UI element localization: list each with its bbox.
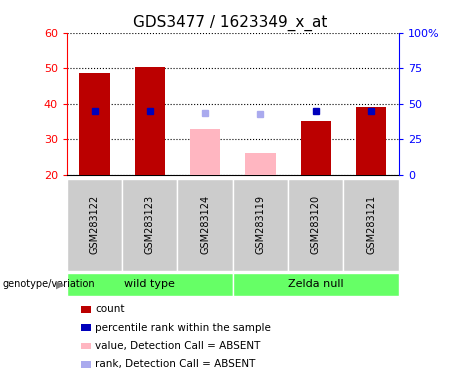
- Bar: [79, 73, 110, 175]
- Text: count: count: [95, 304, 125, 314]
- Text: ▶: ▶: [56, 279, 64, 289]
- Text: wild type: wild type: [124, 279, 175, 289]
- Bar: [135, 68, 165, 175]
- Text: GSM283123: GSM283123: [145, 195, 155, 254]
- Text: GSM283119: GSM283119: [255, 195, 266, 254]
- Text: GSM283120: GSM283120: [311, 195, 321, 254]
- Text: GSM283122: GSM283122: [89, 195, 100, 254]
- Text: value, Detection Call = ABSENT: value, Detection Call = ABSENT: [95, 341, 261, 351]
- Text: percentile rank within the sample: percentile rank within the sample: [95, 323, 272, 333]
- Text: GDS3477 / 1623349_x_at: GDS3477 / 1623349_x_at: [133, 15, 328, 31]
- Bar: [190, 129, 220, 175]
- Bar: [301, 121, 331, 175]
- Bar: [356, 107, 386, 175]
- Text: GSM283121: GSM283121: [366, 195, 376, 254]
- Text: genotype/variation: genotype/variation: [2, 279, 95, 289]
- Text: rank, Detection Call = ABSENT: rank, Detection Call = ABSENT: [95, 359, 256, 369]
- Text: GSM283124: GSM283124: [200, 195, 210, 254]
- Bar: [245, 153, 276, 175]
- Text: Zelda null: Zelda null: [288, 279, 343, 289]
